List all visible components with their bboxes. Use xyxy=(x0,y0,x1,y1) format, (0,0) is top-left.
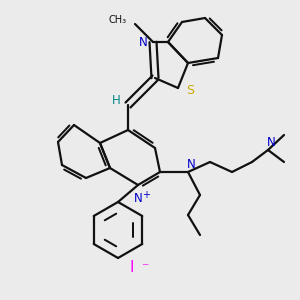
Text: ⁻: ⁻ xyxy=(141,261,149,275)
Text: N: N xyxy=(187,158,195,170)
Text: I: I xyxy=(130,260,134,275)
Text: +: + xyxy=(142,190,150,200)
Text: S: S xyxy=(186,85,194,98)
Text: N: N xyxy=(139,35,148,49)
Text: N: N xyxy=(267,136,275,148)
Text: N: N xyxy=(134,191,142,205)
Text: H: H xyxy=(112,94,120,106)
Text: CH₃: CH₃ xyxy=(109,15,127,25)
